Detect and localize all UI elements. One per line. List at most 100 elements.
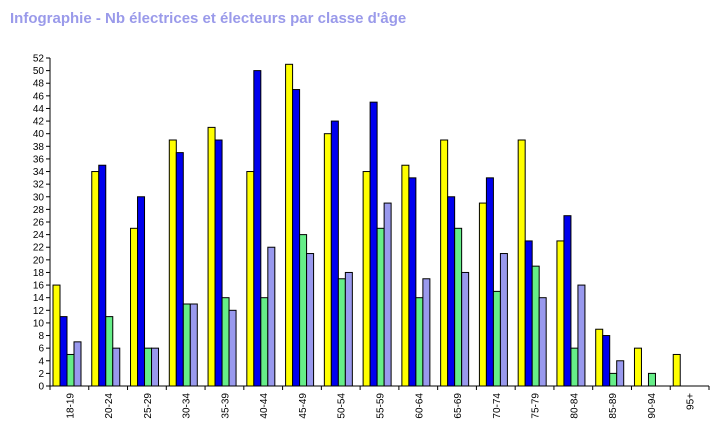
bar-50-54-s2 [330, 120, 339, 387]
bar-65-69-s2 [447, 196, 456, 387]
bar-40-44-s1 [246, 171, 255, 387]
y-tick-label: 52 [33, 54, 45, 65]
bar-75-79-s1 [517, 139, 526, 387]
y-tick-label: 18 [33, 268, 45, 279]
bar-65-69-s1 [440, 139, 449, 387]
chart-title: Infographie - Nb électrices et électeurs… [10, 10, 407, 27]
bar-50-54-s3 [337, 278, 346, 387]
bar-65-69-s3 [454, 227, 463, 387]
bar-50-54-s1 [323, 133, 332, 387]
x-tick-label: 80-84 [569, 393, 580, 419]
y-tick-label: 30 [33, 192, 45, 203]
y-tick-label: 34 [33, 167, 45, 178]
bar-40-44-s3 [260, 297, 269, 387]
bar-60-64-s4 [422, 278, 431, 387]
x-tick-label: 45-49 [298, 393, 309, 419]
bar-25-29-s1 [130, 227, 139, 387]
bar-18-19-s3 [66, 353, 75, 387]
bar-40-44-s2 [253, 70, 262, 387]
x-tick-label: 30-34 [182, 393, 193, 419]
bar-70-74-s2 [485, 177, 494, 387]
bar-75-79-s4 [538, 297, 547, 387]
bar-60-64-s2 [408, 177, 417, 387]
x-tick-label: 55-59 [376, 393, 387, 419]
x-axis-ticks: 18-19 20-24 25-29 30-34 35-39 40-44 45-49 50-54… [49, 386, 710, 419]
bar-75-79-s2 [524, 240, 533, 387]
x-tick-label: 60-64 [414, 393, 425, 419]
bar-60-64-s1 [401, 164, 410, 387]
x-tick-label: 75-79 [531, 393, 542, 419]
y-tick-label: 24 [33, 230, 45, 241]
y-tick-label: 16 [33, 281, 45, 292]
y-tick-label: 36 [33, 154, 45, 165]
bar-55-59-s1 [362, 171, 371, 387]
bar-45-49-s4 [306, 253, 315, 387]
bar-35-39-s1 [207, 126, 216, 387]
y-tick-label: 10 [33, 318, 45, 329]
y-tick-label: 48 [33, 79, 45, 90]
bar-70-74-s4 [499, 253, 508, 387]
x-tick-label: 70-74 [492, 393, 503, 419]
y-tick-label: 0 [38, 382, 44, 393]
bar-75-79-s3 [531, 265, 540, 387]
bar-80-84-s1 [556, 240, 565, 387]
x-tick-label: 18-19 [65, 393, 76, 419]
y-tick-label: 40 [33, 129, 45, 140]
bar-55-59-s2 [369, 101, 378, 387]
x-tick-label: 35-39 [220, 393, 231, 419]
y-tick-label: 22 [33, 243, 45, 254]
bar-50-54-s4 [344, 271, 353, 387]
y-tick-label: 20 [33, 255, 45, 266]
y-tick-label: 42 [33, 117, 45, 128]
bar-80-84-s3 [570, 347, 579, 387]
x-tick-label: 40-44 [259, 393, 270, 419]
bar-18-19-s2 [59, 316, 68, 387]
bar-85-89-s3 [609, 372, 618, 387]
bar-45-49-s1 [285, 63, 294, 387]
bar-35-39-s2 [214, 139, 223, 387]
bar-20-24-s4 [112, 347, 121, 387]
bars-layer [52, 63, 681, 387]
bar-25-29-s4 [151, 347, 160, 387]
x-tick-label: 20-24 [104, 393, 115, 419]
bar-30-34-s1 [168, 139, 177, 387]
bar-25-29-s2 [137, 196, 146, 387]
y-tick-label: 8 [38, 331, 44, 342]
x-tick-label: 95+ [686, 393, 697, 410]
bar-40-44-s4 [267, 246, 276, 387]
bar-65-69-s4 [461, 271, 470, 387]
bar-70-74-s1 [478, 202, 487, 387]
y-tick-label: 28 [33, 205, 45, 216]
bar-25-29-s3 [144, 347, 153, 387]
y-tick-label: 6 [38, 344, 44, 355]
bar-80-84-s4 [577, 284, 586, 387]
y-axis-ticks: 0246810121416182022242628303234363840424… [33, 54, 50, 393]
bar-35-39-s4 [228, 309, 237, 387]
bar-20-24-s2 [98, 164, 107, 387]
y-tick-label: 32 [33, 180, 45, 191]
x-tick-label: 50-54 [337, 393, 348, 419]
bar-30-34-s4 [189, 303, 198, 387]
bar-95+-s1 [672, 353, 681, 387]
x-tick-label: 25-29 [143, 393, 154, 419]
bar-85-89-s1 [595, 328, 604, 387]
bar-60-64-s3 [415, 297, 424, 387]
bar-80-84-s2 [563, 215, 572, 387]
bar-45-49-s3 [299, 234, 308, 387]
x-tick-label: 90-94 [647, 393, 658, 419]
bar-85-89-s2 [602, 335, 611, 387]
x-tick-label: 85-89 [608, 393, 619, 419]
bar-85-89-s4 [616, 360, 625, 387]
y-tick-label: 12 [33, 306, 45, 317]
bar-30-34-s2 [175, 152, 184, 387]
bar-55-59-s3 [376, 227, 385, 387]
y-tick-label: 2 [38, 369, 44, 380]
y-tick-label: 26 [33, 218, 45, 229]
y-tick-label: 46 [33, 91, 45, 102]
y-tick-label: 38 [33, 142, 45, 153]
bar-55-59-s4 [383, 202, 392, 387]
bar-90-94-s3 [647, 372, 656, 387]
y-tick-label: 50 [33, 66, 45, 77]
bar-20-24-s1 [91, 171, 100, 387]
